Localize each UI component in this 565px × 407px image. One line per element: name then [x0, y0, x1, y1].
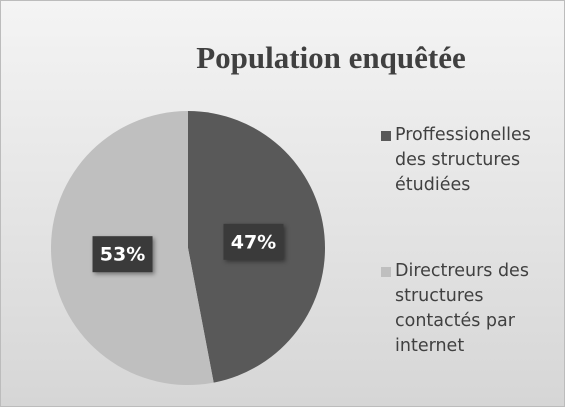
data-label: 47%: [231, 231, 276, 253]
data-label-box: [223, 223, 284, 260]
data-label-box: [92, 236, 153, 273]
legend-swatch: [381, 267, 391, 277]
data-label: 53%: [100, 244, 145, 266]
legend-entry: Directreurs des structures contactés par…: [381, 259, 561, 359]
chart-title: Population enquêtée: [196, 40, 466, 75]
legend-swatch: [381, 131, 391, 141]
legend-entry: Proffessionelles des structures étudiées: [381, 123, 561, 198]
legend-label: Proffessionelles des structures étudiées: [395, 125, 531, 195]
legend-label: Directreurs des structures contactés par…: [395, 261, 529, 356]
